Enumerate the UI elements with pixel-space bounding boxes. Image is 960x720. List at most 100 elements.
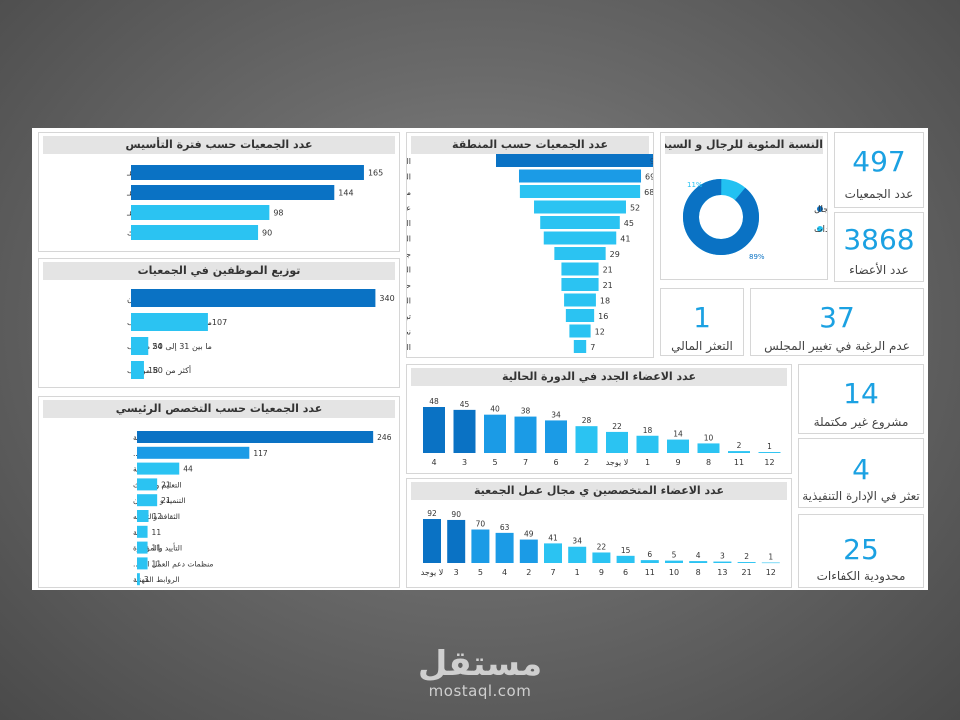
- column-value-label: 40: [490, 405, 500, 414]
- funnel-bar: [540, 216, 620, 229]
- column-category-label: 13: [717, 568, 727, 577]
- column-category-label: 7: [550, 568, 555, 577]
- bar-value-label: 117: [253, 449, 268, 458]
- column-category-label: 6: [553, 458, 558, 467]
- kpi-competency-label: محدودية الكفاءات: [816, 569, 906, 583]
- column-value-label: 70: [476, 520, 486, 529]
- column-value-label: 18: [643, 426, 653, 435]
- bar-value-label: 11: [152, 544, 162, 553]
- specialization-chart: الخدمات الاجتماعية246منظمات الدعوة والإر…: [133, 431, 392, 586]
- column-bar: [484, 414, 506, 453]
- funnel-bar: [519, 185, 641, 198]
- column-value-label: 90: [451, 510, 461, 519]
- bar-category-label: منظمات دعم العمل الخ...: [133, 559, 213, 568]
- column-category-label: 12: [764, 458, 774, 467]
- donut-data-label-women: 11%: [687, 181, 703, 189]
- column-category-label: 10: [669, 568, 679, 577]
- column-bar: [453, 409, 476, 453]
- kpi-associations-value: 497: [852, 145, 906, 178]
- column-value-label: 38: [521, 407, 531, 416]
- kpi-board-change-label: عدم الرغبة في تغيير المجلس: [764, 339, 910, 353]
- funnel-value-label: 68: [644, 188, 654, 197]
- column-bar: [689, 561, 708, 563]
- kpi-financial: 1 التعثر المالي: [660, 288, 744, 356]
- column-value-label: 4: [696, 551, 701, 560]
- column-category-label: 21: [742, 568, 752, 577]
- funnel-bar: [534, 200, 626, 214]
- column-category-label: 9: [675, 458, 680, 467]
- bar-category-label: ما بين 31 إلى 50 موظف: [127, 342, 212, 352]
- column-value-label: 41: [548, 533, 558, 542]
- bar: [131, 337, 149, 355]
- funnel-value-label: 69: [645, 173, 654, 182]
- founding-period-title: عدد الجمعيات حسب فترة التأسيس: [43, 136, 395, 154]
- column-bar: [495, 532, 514, 563]
- column-bar: [737, 562, 756, 563]
- column-category-label: 7: [523, 458, 528, 467]
- column-value-label: 2: [744, 552, 749, 561]
- funnel-bar: [561, 278, 599, 291]
- funnel-bar: [518, 169, 642, 183]
- kpi-financial-value: 1: [693, 301, 711, 334]
- funnel-bar: [565, 309, 595, 322]
- column-bar: [728, 451, 750, 453]
- bar: [131, 361, 144, 379]
- column-category-label: لا يوجد: [606, 458, 629, 467]
- funnel-bar: [561, 262, 599, 276]
- column-category-label: 5: [478, 568, 483, 577]
- column-category-label: 3: [454, 568, 459, 577]
- employees-title: توزيع الموظفين في الجمعيات: [43, 262, 395, 280]
- funnel-category-label: الباحة: [407, 266, 411, 275]
- funnel-value-label: 16: [598, 312, 608, 321]
- legend-marker-women: [817, 226, 823, 232]
- kpi-incomplete-value: 14: [843, 377, 879, 410]
- column-bar: [568, 546, 587, 563]
- bar-value-label: 98: [273, 209, 283, 218]
- column-bar: [545, 420, 567, 453]
- bar-value-label: 11: [152, 559, 162, 568]
- donut-slice-men: [683, 179, 759, 255]
- funnel-category-label: الجوف: [407, 297, 411, 306]
- column-bar: [640, 560, 659, 563]
- bar: [137, 431, 374, 443]
- bar-value-label: 246: [377, 433, 392, 442]
- column-value-label: 48: [429, 397, 439, 406]
- funnel-value-label: 52: [630, 204, 640, 213]
- bar-value-label: 107: [212, 318, 227, 327]
- funnel-category-label: حائل: [407, 281, 411, 290]
- mostaql-watermark: مستقل mostaql.com: [380, 645, 580, 699]
- funnel-value-label: 18: [600, 297, 610, 306]
- column-category-label: 2: [526, 568, 531, 577]
- bar: [137, 525, 148, 538]
- funnel-category-label: جازان: [407, 250, 411, 259]
- column-category-label: لا يوجد: [421, 568, 444, 577]
- column-bar: [667, 439, 689, 453]
- bar: [131, 225, 259, 240]
- kpi-incomplete: 14 مشروع غير مكتملة: [798, 364, 924, 434]
- funnel-category-label: نجران: [407, 328, 411, 337]
- column-value-label: 34: [551, 410, 561, 419]
- bar: [131, 289, 376, 307]
- bar-value-label: 165: [368, 169, 383, 178]
- funnel-value-label: 41: [620, 235, 630, 244]
- dashboard: عدد الجمعيات حسب فترة التأسيس ما بين 144…: [32, 128, 928, 590]
- bar: [137, 462, 180, 475]
- founding-period-panel: عدد الجمعيات حسب فترة التأسيس ما بين 144…: [38, 132, 400, 252]
- column-bar: [514, 416, 537, 453]
- funnel-value-label: 95: [650, 157, 654, 166]
- bar-value-label: 18: [148, 366, 158, 375]
- column-category-label: 1: [575, 568, 580, 577]
- funnel-value-label: 12: [595, 328, 605, 337]
- column-bar: [713, 561, 732, 563]
- column-bar: [575, 426, 598, 453]
- bar-value-label: 340: [379, 294, 394, 303]
- employees-panel: توزيع الموظفين في الجمعيات أقل من 10 موظ…: [38, 258, 400, 388]
- funnel-bar: [569, 324, 591, 338]
- column-bar: [665, 560, 683, 563]
- bar: [131, 313, 208, 331]
- funnel-bar: [496, 154, 653, 167]
- column-category-label: 6: [623, 568, 628, 577]
- kpi-members: 3868 عدد الأعضاء: [834, 212, 924, 282]
- column-value-label: 1: [768, 553, 773, 562]
